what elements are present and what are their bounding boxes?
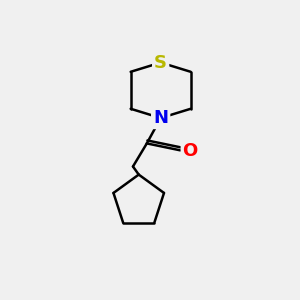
Text: O: O xyxy=(182,142,198,160)
Text: N: N xyxy=(153,109,168,127)
Text: S: S xyxy=(154,54,167,72)
